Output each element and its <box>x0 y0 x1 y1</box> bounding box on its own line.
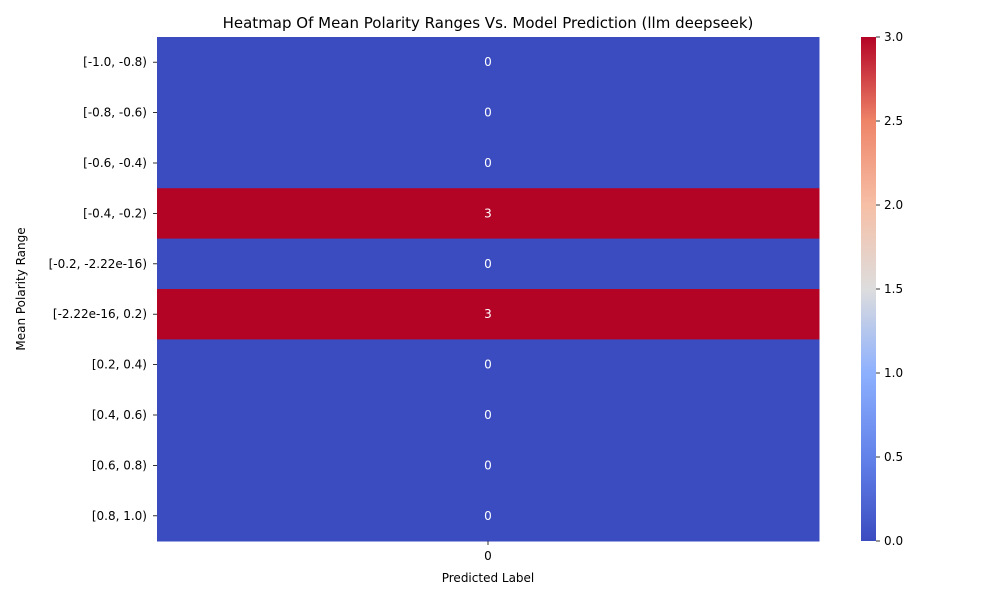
y-tick-label: [0.4, 0.6) <box>92 408 147 422</box>
chart-title: Heatmap Of Mean Polarity Ranges Vs. Mode… <box>223 14 754 32</box>
y-tick-label: [0.8, 1.0) <box>92 509 147 523</box>
y-tick-label: [-0.6, -0.4) <box>83 156 147 170</box>
cell-value-label: 0 <box>484 257 492 271</box>
colorbar-ticks: 0.0 0.5 1.0 1.5 2.0 2.5 3.0 <box>876 30 903 548</box>
colorbar-tick-label: 1.0 <box>884 366 903 380</box>
heatmap-cell <box>157 289 820 340</box>
cell-value-label: 0 <box>484 408 492 422</box>
x-axis-label: Predicted Label <box>442 571 535 585</box>
y-axis-label: Mean Polarity Range <box>14 227 28 350</box>
colorbar-tick-label: 2.5 <box>884 114 903 128</box>
cell-value-label: 0 <box>484 509 492 523</box>
y-tick-label: [-0.2, -2.22e-16) <box>49 257 147 271</box>
y-tick-label: [-1.0, -0.8) <box>83 55 147 69</box>
heatmap-cells <box>157 37 820 542</box>
colorbar-tick-label: 0.5 <box>884 450 903 464</box>
heatmap-cell-labels: 0 0 0 3 0 3 0 0 0 0 <box>484 55 492 523</box>
y-tick-label: [-0.8, -0.6) <box>83 106 147 120</box>
heatmap-cell <box>157 87 820 139</box>
cell-value-label: 3 <box>484 307 492 321</box>
x-axis-ticks: 0 <box>484 541 492 563</box>
heatmap-cell <box>157 490 820 542</box>
cell-value-label: 0 <box>484 55 492 69</box>
heatmap-cell <box>157 238 820 290</box>
colorbar-tick-label: 3.0 <box>884 30 903 44</box>
cell-value-label: 3 <box>484 206 492 220</box>
x-tick-label: 0 <box>484 549 492 563</box>
y-tick-label: [0.2, 0.4) <box>92 358 147 372</box>
heatmap-cell <box>157 389 820 441</box>
y-tick-label: [-0.4, -0.2) <box>83 206 147 220</box>
y-tick-label: [0.6, 0.8) <box>92 458 147 472</box>
colorbar-tick-label: 1.5 <box>884 282 903 296</box>
heatmap-cell <box>157 188 820 240</box>
y-axis-ticks: [-1.0, -0.8) [-0.8, -0.6) [-0.6, -0.4) [-0.… <box>49 55 157 523</box>
cell-value-label: 0 <box>484 358 492 372</box>
heatmap-cell <box>157 440 820 492</box>
y-tick-label: [-2.22e-16, 0.2) <box>53 307 147 321</box>
heatmap-cell <box>157 339 820 391</box>
cell-value-label: 0 <box>484 458 492 472</box>
colorbar-tick-label: 2.0 <box>884 198 903 212</box>
cell-value-label: 0 <box>484 156 492 170</box>
colorbar-tick-label: 0.0 <box>884 534 903 548</box>
heatmap-cell <box>157 137 820 189</box>
heatmap-cell <box>157 37 820 88</box>
colorbar <box>861 37 876 541</box>
cell-value-label: 0 <box>484 106 492 120</box>
